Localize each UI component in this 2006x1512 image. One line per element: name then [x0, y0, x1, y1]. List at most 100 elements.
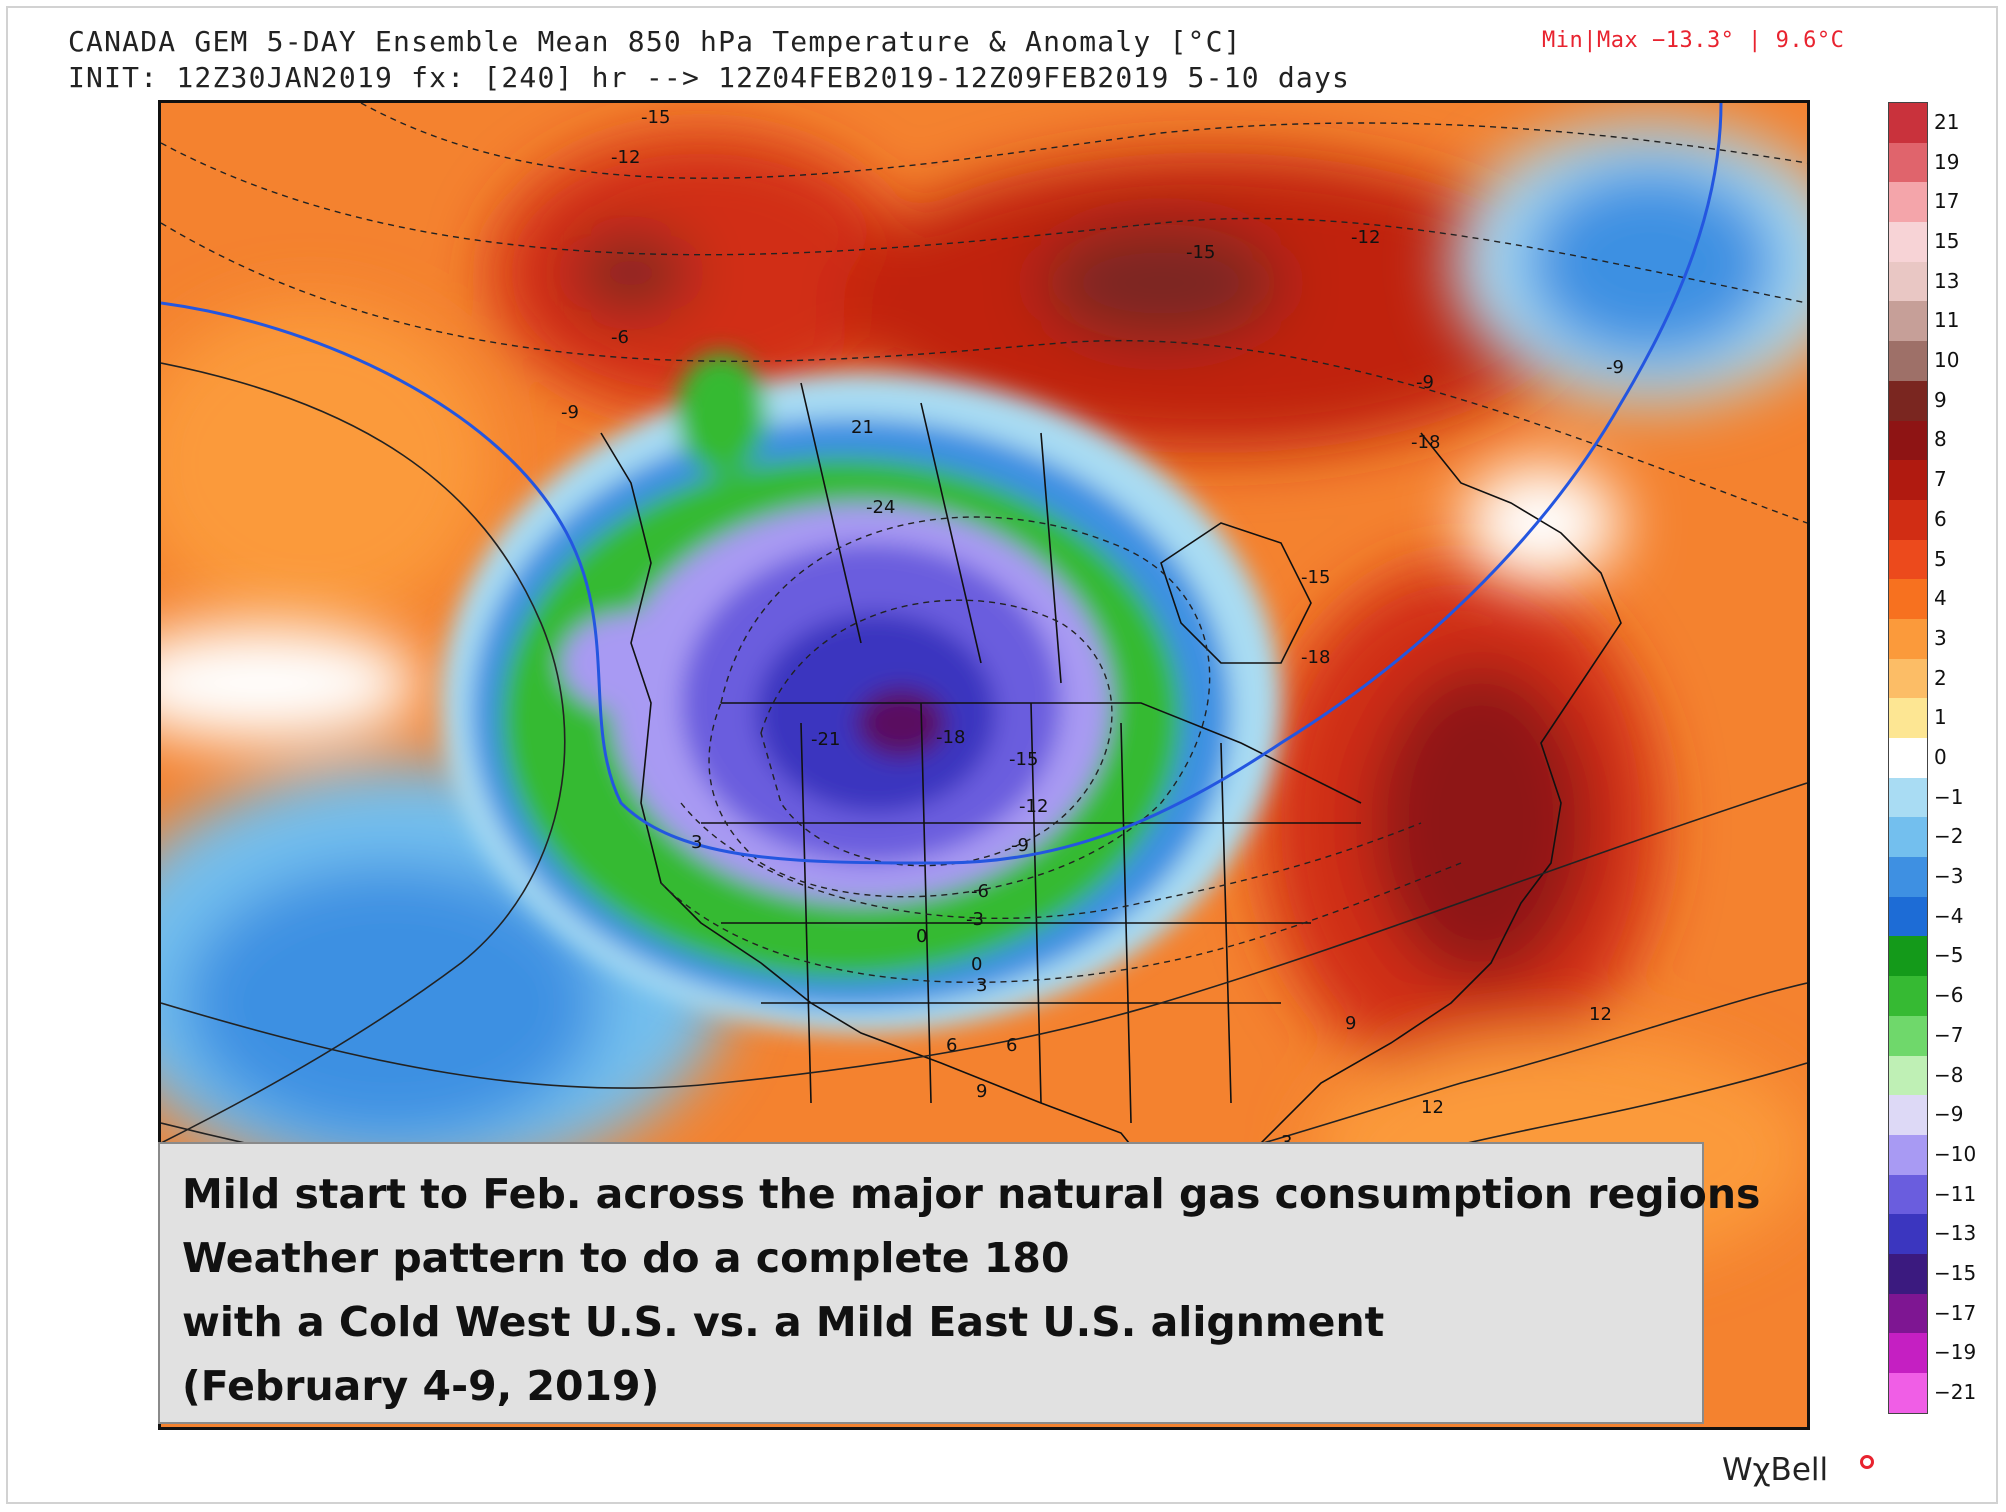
color-scale-swatch [1889, 618, 1927, 659]
cold-patch-yukon [676, 353, 766, 473]
contour-label: -15 [641, 107, 670, 128]
temperature-contours [161, 103, 1807, 983]
contour-minus-9 [161, 222, 1807, 524]
color-scale-swatch [1889, 341, 1927, 381]
color-scale-label: −13 [1934, 1221, 1977, 1246]
contour-label: -9 [561, 402, 579, 423]
color-scale-swatch [1889, 182, 1927, 223]
color-scale-label: 11 [1934, 308, 1960, 333]
color-scale-label: −19 [1934, 1340, 1977, 1365]
neutral-anomaly-labrador [1461, 463, 1621, 583]
color-scale-swatch [1889, 1015, 1927, 1056]
contour-plus-3 [161, 362, 566, 1144]
color-scale-swatch [1889, 1253, 1927, 1294]
state-lines-horizontal [701, 822, 1361, 1004]
header-init-line: INIT: 12Z30JAN2019 fx: [240] hr --> 12Z0… [68, 61, 1351, 94]
warm-core-east-us [1371, 663, 1591, 983]
color-scale-swatch [1889, 222, 1927, 262]
warm-core-alaska [571, 233, 691, 313]
color-scale-label: 1 [1934, 705, 1947, 730]
contour-label: -18 [1301, 647, 1330, 668]
color-scale-swatch [1889, 817, 1927, 858]
color-scale-swatch [1889, 499, 1927, 540]
color-scale-label: 2 [1934, 665, 1947, 690]
color-scale-label: −5 [1934, 943, 1964, 968]
contour-label: 3 [691, 832, 702, 853]
contour-label: 12 [1421, 1097, 1444, 1118]
contour-label: -9 [1416, 372, 1434, 393]
caption-line-4: (February 4-9, 2019) [182, 1362, 660, 1410]
color-scale-label: 0 [1934, 745, 1947, 769]
color-scale-labels: 21 19 17 15 13 11 10 9 8 7 6 5 4 3 2 1 0 −1 −2 −3 −4 −5 −6 −7 −8… [1934, 102, 1994, 1412]
color-scale-swatch [1889, 301, 1927, 342]
color-scale-swatch [1889, 1134, 1927, 1175]
color-scale-label: 8 [1934, 427, 1947, 452]
color-scale-swatch [1889, 658, 1927, 699]
color-scale-swatch [1889, 777, 1927, 818]
contour-minus-18 [760, 599, 1113, 867]
contour-minus-9-south [680, 802, 1422, 920]
color-scale-swatch [1889, 103, 1927, 143]
contour-minus-15 [360, 103, 1807, 179]
chart-header: CANADA GEM 5-DAY Ensemble Mean 850 hPa T… [68, 24, 1350, 96]
image-frame [6, 6, 1998, 1504]
color-scale-swatch [1889, 1095, 1927, 1135]
color-scale-swatch [1889, 936, 1927, 977]
contour-label: -9 [1606, 357, 1624, 378]
color-scale-label: −21 [1934, 1380, 1977, 1405]
wxbell-logo: WχBell [1722, 1452, 1829, 1488]
color-scale-swatch [1889, 1293, 1927, 1334]
color-scale-label: −1 [1934, 784, 1964, 809]
color-scale-swatch [1889, 1055, 1927, 1096]
contour-label: 0 [916, 926, 927, 947]
cool-anomaly-greenland-inner [1521, 163, 1781, 363]
caption-box: Mild start to Feb. across the major natu… [158, 1142, 1761, 1424]
contour-label: 21 [851, 417, 874, 438]
contour-label: -18 [936, 727, 965, 748]
zero-degree-isotherm [161, 103, 1723, 865]
us-canada-border [721, 702, 1362, 804]
color-scale-label: −15 [1934, 1261, 1977, 1286]
contour-label: -6 [611, 327, 629, 348]
color-scale-label: −10 [1934, 1141, 1977, 1166]
contour-label: 6 [1006, 1035, 1017, 1056]
color-scale-label: 7 [1934, 467, 1947, 492]
contour-label: -12 [1351, 227, 1380, 248]
caption-line-1: Mild start to Feb. across the major natu… [182, 1170, 1761, 1218]
color-scale-swatch [1889, 976, 1927, 1016]
color-scale-label: −2 [1934, 824, 1964, 849]
color-scale-label: 19 [1934, 149, 1960, 174]
contour-label: -18 [1411, 432, 1440, 453]
state-lines-vertical [800, 702, 1232, 1124]
color-scale-swatch [1889, 896, 1927, 937]
contour-label: 9 [1345, 1013, 1356, 1034]
province-lines [800, 382, 1062, 684]
contour-label: -24 [866, 497, 895, 518]
warm-core-arctic [1041, 223, 1281, 343]
contour-label: 0 [971, 954, 982, 975]
color-scale-label: −7 [1934, 1022, 1964, 1047]
color-scale-swatch [1889, 460, 1927, 500]
contour-label: -12 [1019, 796, 1048, 817]
min-max-readout: Min|Max −13.3° | 9.6°C [1542, 28, 1845, 53]
contour-label: 9 [976, 1081, 987, 1102]
color-scale-swatch [1889, 579, 1927, 619]
color-scale-label: 17 [1934, 189, 1960, 214]
color-scale-label: −4 [1934, 903, 1964, 928]
contour-label: -6 [971, 881, 989, 902]
contour-label: -12 [611, 147, 640, 168]
color-scale-label: 15 [1934, 228, 1960, 253]
contour-label: -9 [1011, 835, 1029, 856]
hudson-bay-outline [1160, 522, 1312, 664]
color-scale-swatch [1889, 1214, 1927, 1254]
color-scale-label: −6 [1934, 983, 1964, 1008]
cold-core [856, 688, 946, 758]
color-scale-label: 21 [1934, 109, 1960, 134]
color-scale-label: 5 [1934, 546, 1947, 571]
color-scale-swatch [1889, 261, 1927, 302]
contour-label: -15 [1301, 567, 1330, 588]
contour-label: 6 [946, 1035, 957, 1056]
color-scale-swatch [1889, 1333, 1927, 1373]
color-scale-swatch [1889, 857, 1927, 897]
contour-minus-21 [708, 516, 1211, 898]
